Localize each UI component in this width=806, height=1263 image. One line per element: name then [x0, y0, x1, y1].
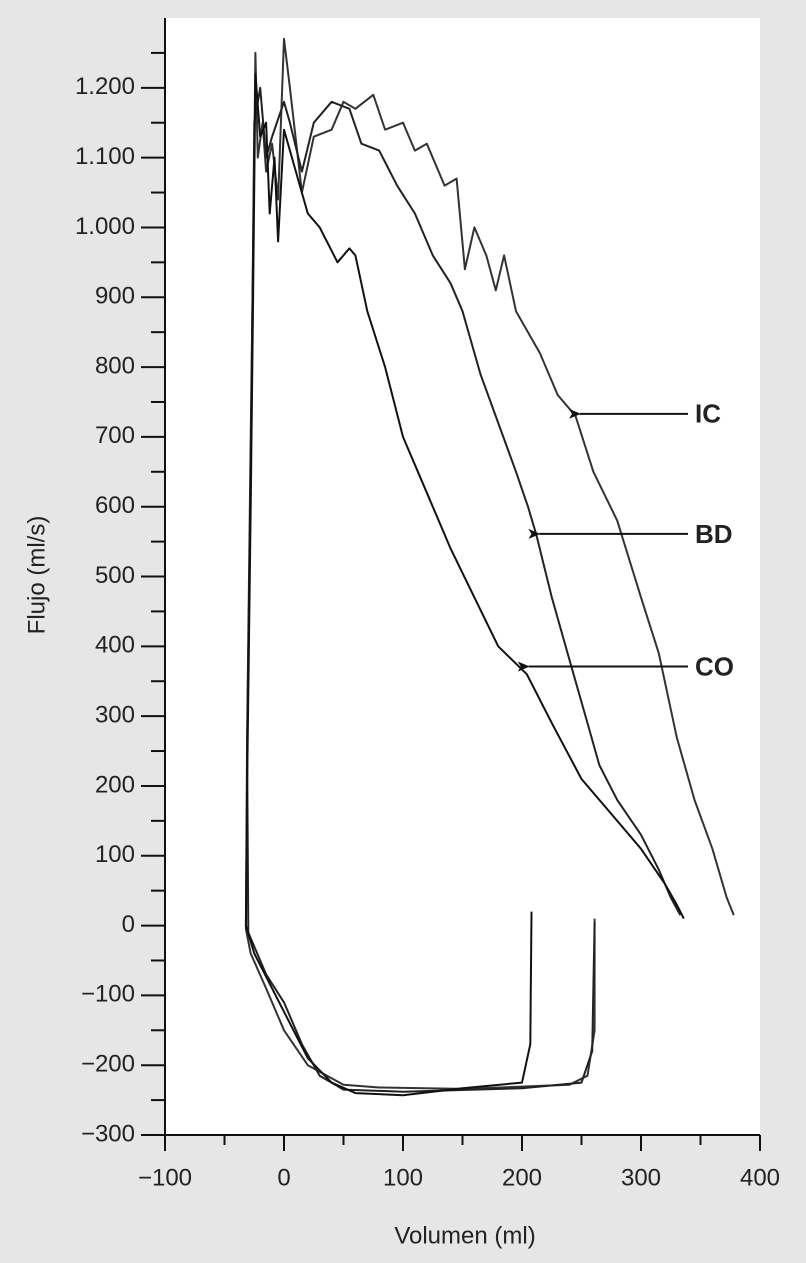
- annotation-label: IC: [695, 399, 721, 429]
- flow-volume-curve: [244, 37, 735, 1090]
- y-tick-label: 1.000: [75, 213, 135, 240]
- y-tick-label: 900: [95, 283, 135, 310]
- y-tick-label: 1.200: [75, 73, 135, 100]
- x-axis-label: Volumen (ml): [394, 1222, 535, 1249]
- y-tick-label: 400: [95, 632, 135, 659]
- y-tick-label: 1.100: [75, 143, 135, 170]
- y-tick-label: 100: [95, 841, 135, 868]
- x-tick-label: 200: [502, 1164, 542, 1191]
- annotation-label: CO: [695, 651, 734, 681]
- x-tick-label: 400: [740, 1164, 780, 1191]
- x-tick-label: 100: [383, 1164, 423, 1191]
- x-tick-label: 0: [277, 1164, 290, 1191]
- y-tick-label: −200: [81, 1051, 135, 1078]
- y-tick-label: 800: [95, 352, 135, 379]
- y-tick-label: 0: [122, 911, 135, 938]
- y-tick-label: 500: [95, 562, 135, 589]
- y-axis-label: Flujo (ml/s): [23, 516, 50, 635]
- plot-area: [165, 18, 760, 1135]
- y-tick-label: 600: [95, 492, 135, 519]
- x-tick-label: 300: [621, 1164, 661, 1191]
- x-tick-label: −100: [138, 1164, 192, 1191]
- y-tick-label: 200: [95, 771, 135, 798]
- flow-volume-curve: [246, 86, 682, 1093]
- y-tick-label: −100: [81, 981, 135, 1008]
- flow-volume-curve: [244, 72, 685, 1097]
- y-tick-label: −300: [81, 1120, 135, 1147]
- y-tick-label: 700: [95, 422, 135, 449]
- annotation-label: BD: [695, 519, 733, 549]
- y-tick-label: 300: [95, 701, 135, 728]
